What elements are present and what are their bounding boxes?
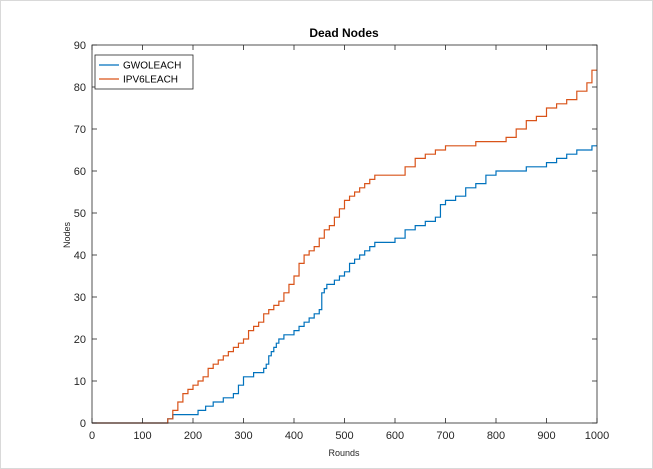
y-tick-label: 10 (74, 376, 86, 388)
x-tick-label: 1000 (585, 430, 609, 442)
y-axis-label: Nodes (62, 221, 72, 248)
legend-box (94, 54, 194, 90)
series-line-gwoleach (92, 145, 597, 424)
legend-label: GWOLEACH (123, 61, 181, 72)
x-tick-label: 900 (537, 430, 555, 442)
x-tick-label: 700 (436, 430, 454, 442)
x-axis-label: Rounds (328, 448, 360, 458)
x-tick-label: 300 (234, 430, 252, 442)
legend-label: IPV6LEACH (123, 75, 178, 86)
y-tick-label: 40 (74, 250, 86, 262)
x-tick-label: 800 (487, 430, 505, 442)
y-tick-label: 50 (74, 208, 86, 220)
plot-area (92, 45, 597, 423)
chart-title: Dead Nodes (309, 26, 379, 40)
x-tick-label: 0 (89, 430, 95, 442)
y-tick-label: 0 (80, 418, 86, 430)
y-tick-label: 30 (74, 292, 86, 304)
y-tick-label: 20 (74, 334, 86, 346)
y-tick-label: 60 (74, 166, 86, 178)
y-tick-label: 90 (74, 40, 86, 52)
x-tick-label: 600 (386, 430, 404, 442)
y-tick-label: 70 (74, 124, 86, 136)
x-tick-label: 400 (285, 430, 303, 442)
x-tick-label: 200 (184, 430, 202, 442)
x-tick-label: 500 (335, 430, 353, 442)
series-line-ipv6leach (92, 69, 597, 424)
y-tick-label: 80 (74, 82, 86, 94)
legend: GWOLEACH IPV6LEACH (94, 54, 194, 90)
x-tick-label: 100 (133, 430, 151, 442)
